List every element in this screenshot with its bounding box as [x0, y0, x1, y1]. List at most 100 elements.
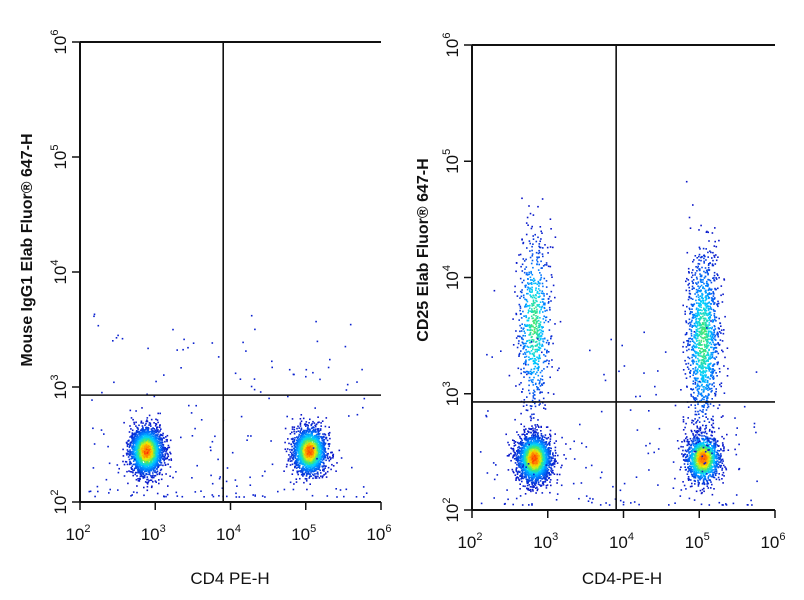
event-dot [313, 436, 316, 439]
event-dot [165, 438, 168, 441]
event-dot [296, 436, 298, 438]
event-dot [286, 463, 288, 466]
event-dot [311, 432, 313, 435]
event-dot [149, 465, 152, 468]
event-dot [140, 436, 142, 438]
event-dot [306, 460, 308, 462]
event-dot [147, 444, 149, 446]
event-dot [300, 451, 302, 453]
event-dot [296, 449, 298, 451]
event-dot [139, 455, 141, 457]
event-dot [147, 436, 149, 438]
event-dot [145, 440, 148, 442]
event-dot [294, 460, 297, 462]
event-dot [553, 442, 556, 444]
event-dot [555, 452, 557, 454]
event-dot [142, 443, 145, 445]
event-dot [142, 438, 145, 440]
event-dot [303, 439, 306, 441]
event-dot [325, 465, 327, 467]
event-dot [548, 447, 551, 449]
event-dot [149, 445, 152, 447]
event-dot [517, 471, 519, 474]
event-dot [307, 433, 310, 435]
event-dot [530, 431, 532, 434]
event-dot [317, 475, 319, 478]
y-axis-label: Mouse IgG1 Elab Fluor® 647-H [19, 133, 36, 366]
event-dot [312, 440, 315, 442]
event-dot [301, 441, 304, 443]
event-dot [140, 445, 143, 448]
event-dot [153, 428, 156, 430]
event-dot [314, 407, 316, 409]
event-dot [238, 496, 241, 498]
event-dot [264, 496, 266, 498]
event-dot [129, 445, 131, 447]
event-dot [163, 455, 166, 458]
event-dot [122, 460, 124, 463]
event-dot [520, 465, 522, 467]
event-dot [321, 476, 324, 479]
event-dot [294, 449, 296, 451]
event-dot [131, 457, 133, 459]
event-dot [146, 483, 149, 485]
event-dot [298, 442, 300, 445]
event-dot [142, 427, 144, 430]
event-dot [288, 454, 290, 456]
event-dot [160, 468, 163, 471]
event-dot [149, 442, 152, 444]
event-dot [161, 438, 163, 441]
event-dot [115, 337, 118, 339]
event-dot [152, 454, 155, 456]
event-dot [150, 425, 152, 427]
event-dot [318, 477, 321, 479]
event-dot [304, 464, 307, 466]
event-dot [131, 433, 134, 435]
event-dot [154, 474, 157, 477]
event-dot [550, 470, 552, 472]
event-dot [158, 459, 160, 461]
event-dot [295, 481, 298, 483]
event-dot [209, 446, 212, 448]
event-dot [154, 467, 156, 470]
event-dot [305, 454, 307, 456]
event-dot [148, 424, 150, 426]
event-dot [310, 434, 312, 436]
event-dot [315, 467, 318, 470]
event-dot [297, 440, 300, 442]
event-dot [156, 441, 158, 443]
event-dot [156, 464, 158, 466]
event-dot [525, 478, 528, 480]
x-axis-label: CD4 PE-H [190, 569, 269, 588]
event-dot [161, 441, 164, 444]
event-dot [130, 467, 132, 469]
event-dot [287, 395, 289, 398]
event-dot [219, 476, 221, 478]
event-dot [324, 443, 326, 446]
event-dot [310, 469, 312, 471]
event-dot [311, 494, 314, 497]
event-dot [316, 449, 319, 452]
event-dot [154, 457, 157, 460]
event-dot [147, 347, 149, 350]
event-dot [154, 452, 157, 455]
event-dot [141, 433, 144, 436]
event-dot [305, 465, 308, 467]
event-dot [159, 430, 161, 432]
event-dot [158, 431, 160, 433]
event-dot [149, 423, 152, 426]
event-dot [301, 435, 303, 438]
event-dot [141, 442, 143, 444]
event-dot [302, 460, 305, 462]
event-dot [143, 439, 145, 441]
event-dot [152, 430, 154, 433]
event-dot [191, 435, 194, 437]
event-dot [151, 429, 154, 432]
event-dot [166, 493, 169, 496]
event-dot [140, 444, 143, 446]
event-dot [311, 427, 313, 430]
event-dot [162, 432, 164, 435]
event-dot [152, 458, 154, 461]
event-dot [307, 473, 309, 475]
